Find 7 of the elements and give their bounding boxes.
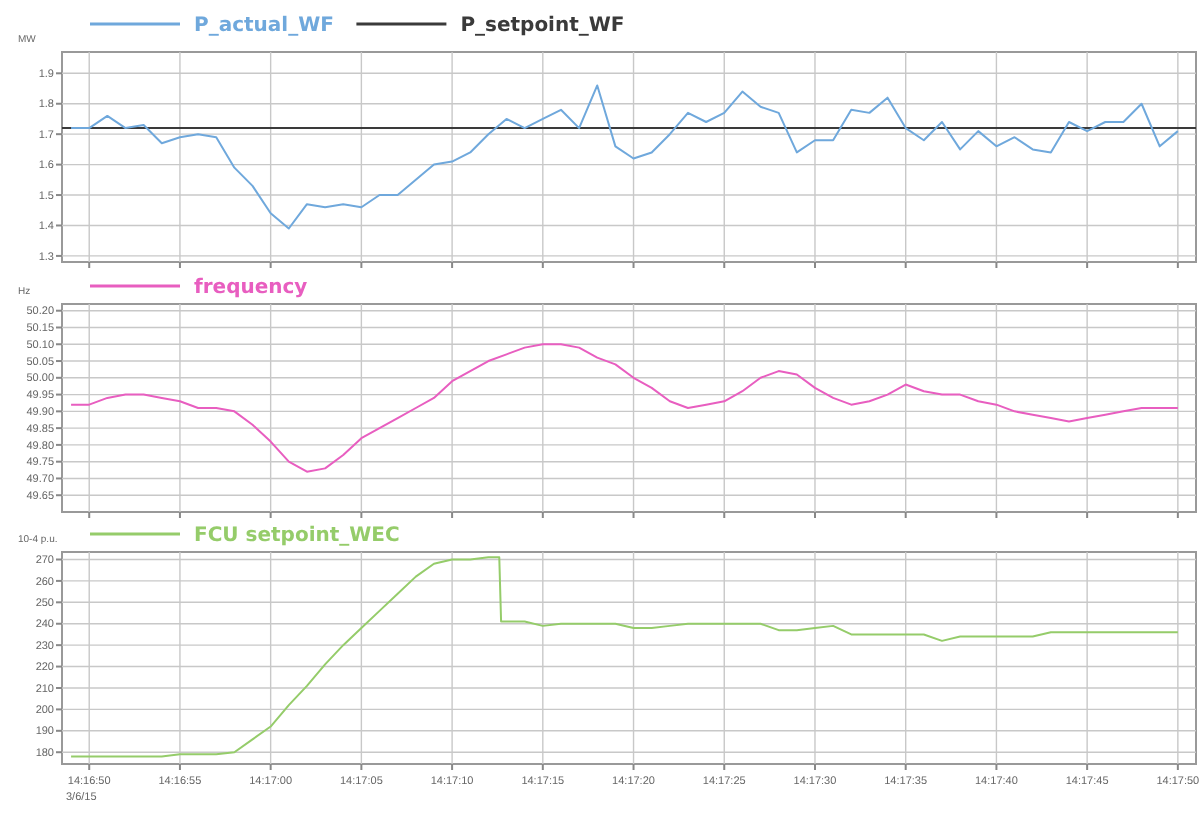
legend-label: frequency (194, 277, 309, 299)
legend-label: P_actual_WF (194, 15, 334, 37)
line-series (70, 556, 1179, 758)
line-series (70, 343, 1179, 473)
line-series (70, 84, 1179, 230)
legend-label: P_setpoint_WF (460, 15, 625, 37)
legend-label: FCU setpoint_WEC (194, 525, 400, 547)
